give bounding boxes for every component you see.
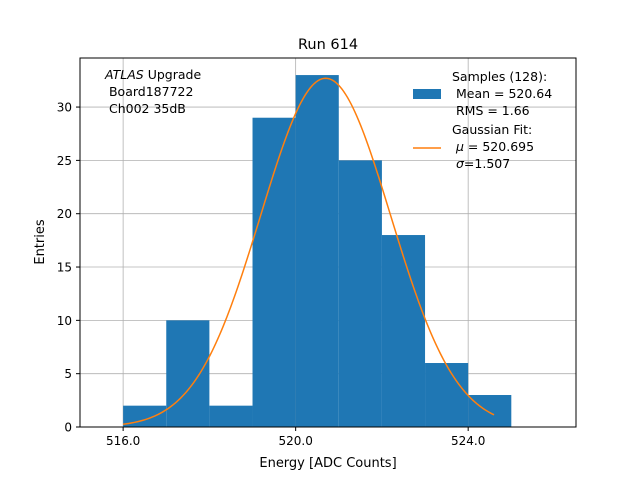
histogram-bar (123, 405, 167, 427)
histogram-bar (295, 75, 339, 427)
legend: Samples (128): Mean = 520.64 RMS = 1.66 G… (413, 69, 552, 171)
gaussian-fit-curve (123, 77, 495, 426)
annotation-line: ATLAS Upgrade (104, 67, 201, 82)
legend-fit-label: σ=1.507 (452, 156, 510, 171)
histogram-bar (166, 320, 210, 427)
legend-hist-patch (413, 89, 441, 99)
histogram-bar (425, 363, 469, 427)
y-tick-label: 30 (57, 101, 72, 115)
x-tick-label: 520.0 (278, 434, 312, 448)
chart-title: Run 614 (298, 37, 358, 53)
y-tick-label: 0 (64, 421, 72, 435)
histogram-bar (209, 405, 253, 427)
histogram-bars (123, 75, 512, 428)
x-tick-label: 524.0 (451, 434, 485, 448)
annotation-line: Ch002 35dB (105, 101, 186, 116)
x-axis-label: Energy [ADC Counts] (259, 456, 396, 471)
y-axis-ticks: 0 5 10 15 20 25 30 (57, 101, 80, 435)
legend-hist-label: Samples (128): (452, 69, 547, 84)
atlas-annotation: ATLAS Upgrade Board187722 Ch002 35dB (104, 67, 201, 116)
y-tick-label: 15 (57, 261, 72, 275)
y-tick-label: 10 (57, 314, 72, 328)
histogram-bar (468, 395, 512, 427)
x-tick-label: 516.0 (106, 434, 140, 448)
histogram-bar (381, 235, 426, 427)
annotation-line: Board187722 (105, 84, 193, 99)
legend-hist-label: Mean = 520.64 (452, 86, 552, 101)
histogram-bar (252, 117, 296, 428)
y-tick-label: 20 (57, 207, 72, 221)
plot-frame (79, 57, 577, 428)
y-tick-label: 25 (57, 154, 72, 168)
legend-fit-label: Gaussian Fit: (452, 122, 532, 137)
legend-hist-label: RMS = 1.66 (452, 103, 530, 118)
x-axis-ticks: 516.0 520.0 524.0 (106, 427, 485, 448)
y-tick-label: 5 (64, 367, 72, 381)
histogram-bar (338, 160, 382, 427)
y-axis-label: Entries (33, 219, 48, 265)
legend-fit-label: μ = 520.695 (452, 139, 534, 154)
